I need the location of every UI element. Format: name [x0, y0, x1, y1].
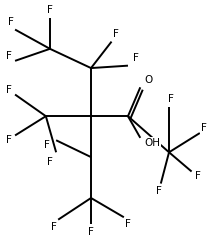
Text: F: F	[156, 186, 162, 196]
Text: F: F	[6, 51, 12, 61]
Text: F: F	[201, 123, 207, 133]
Text: F: F	[195, 171, 201, 181]
Text: F: F	[8, 17, 14, 27]
Text: F: F	[44, 140, 50, 150]
Text: F: F	[6, 85, 12, 95]
Text: F: F	[168, 94, 174, 104]
Text: F: F	[47, 157, 53, 167]
Text: F: F	[113, 29, 119, 39]
Text: OH: OH	[144, 138, 160, 148]
Text: F: F	[51, 222, 57, 232]
Text: F: F	[47, 5, 53, 15]
Text: F: F	[6, 135, 12, 145]
Text: O: O	[144, 75, 153, 85]
Text: F: F	[125, 219, 131, 229]
Text: F: F	[88, 227, 94, 237]
Text: F: F	[133, 53, 139, 63]
